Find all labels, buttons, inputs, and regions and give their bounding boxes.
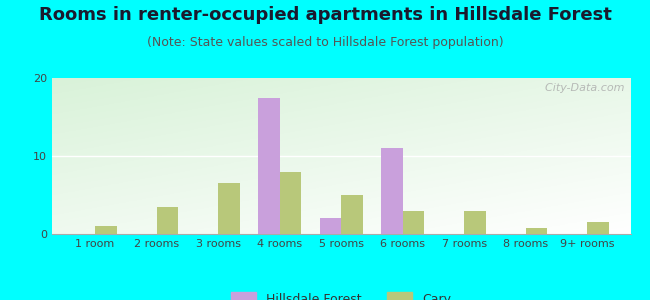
Bar xyxy=(320,218,341,234)
Bar xyxy=(588,222,609,234)
Text: Rooms in renter-occupied apartments in Hillsdale Forest: Rooms in renter-occupied apartments in H… xyxy=(38,6,612,24)
Text: (Note: State values scaled to Hillsdale Forest population): (Note: State values scaled to Hillsdale … xyxy=(147,36,503,49)
Bar xyxy=(382,148,403,234)
Bar xyxy=(157,207,178,234)
Legend: Hillsdale Forest, Cary: Hillsdale Forest, Cary xyxy=(226,287,456,300)
Bar xyxy=(464,211,486,234)
Bar xyxy=(403,211,424,234)
Bar xyxy=(341,195,363,234)
Bar xyxy=(218,183,240,234)
Bar xyxy=(258,98,280,234)
Bar xyxy=(526,228,547,234)
Text: City-Data.com: City-Data.com xyxy=(538,83,625,93)
Bar xyxy=(280,172,301,234)
Bar xyxy=(95,226,116,234)
